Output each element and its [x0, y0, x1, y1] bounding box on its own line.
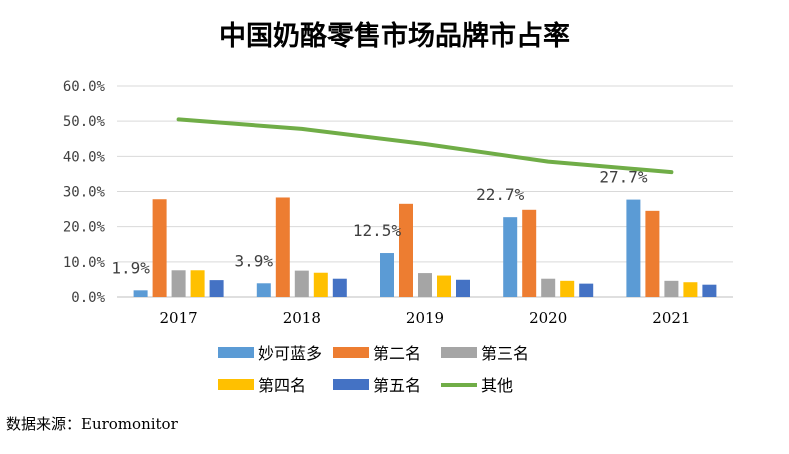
bar-2	[645, 210, 660, 297]
data-label: 27.7%	[599, 168, 648, 187]
bar-1	[503, 217, 518, 297]
bar-1	[380, 253, 394, 297]
legend-swatch	[333, 379, 369, 390]
x-tick-label: 2018	[283, 309, 321, 327]
bar-3	[171, 270, 186, 297]
data-label: 22.7%	[476, 185, 525, 204]
y-tick-label: 20.0%	[63, 220, 106, 236]
bar-5	[332, 278, 347, 297]
legend-swatch	[441, 347, 477, 358]
data-label: 12.5%	[353, 221, 402, 240]
bar-3	[418, 273, 432, 297]
bar-2	[152, 199, 167, 297]
source-note: 数据来源：Euromonitor	[6, 415, 178, 433]
bar-4	[560, 280, 575, 297]
legend-label: 第二名	[373, 344, 421, 363]
bar-5	[456, 279, 470, 297]
bar-4	[313, 272, 328, 297]
legend-swatch	[218, 347, 254, 358]
bar-4	[190, 270, 205, 297]
bar-5	[702, 284, 717, 297]
x-tick-label: 2021	[652, 309, 690, 327]
data-label: 3.9%	[235, 251, 274, 270]
bar-1	[256, 283, 271, 297]
x-tick-label: 2017	[160, 309, 198, 327]
y-tick-label: 30.0%	[63, 185, 106, 201]
bar-3	[294, 270, 309, 297]
legend-label: 其他	[481, 376, 513, 395]
bar-1	[133, 290, 148, 297]
y-tick-label: 50.0%	[63, 114, 106, 130]
bar-1	[626, 199, 641, 297]
bar-3	[664, 280, 679, 297]
legend-label: 妙可蓝多	[258, 344, 322, 363]
bar-2	[275, 197, 290, 297]
legend-swatch	[218, 379, 254, 390]
legend-label: 第五名	[373, 376, 421, 395]
y-tick-label: 60.0%	[63, 79, 106, 95]
x-tick-label: 2020	[529, 309, 567, 327]
legend-label: 第三名	[481, 344, 529, 363]
line-series-other	[176, 117, 674, 175]
bar-4	[437, 275, 451, 297]
bar-2	[399, 203, 413, 297]
bar-3	[541, 278, 556, 297]
x-tick-label: 2019	[406, 309, 444, 327]
legend-label: 第四名	[258, 376, 306, 395]
bar-2	[522, 209, 537, 297]
y-tick-label: 0.0%	[71, 290, 105, 306]
y-tick-label: 10.0%	[63, 255, 106, 271]
legend-swatch	[333, 347, 369, 358]
y-tick-label: 40.0%	[63, 149, 106, 165]
chart-title: 中国奶酪零售市场品牌市占率	[219, 21, 570, 52]
bar-5	[579, 283, 594, 297]
data-label: 1.9%	[111, 258, 150, 277]
bar-4	[683, 282, 698, 297]
bar-5	[209, 280, 224, 297]
